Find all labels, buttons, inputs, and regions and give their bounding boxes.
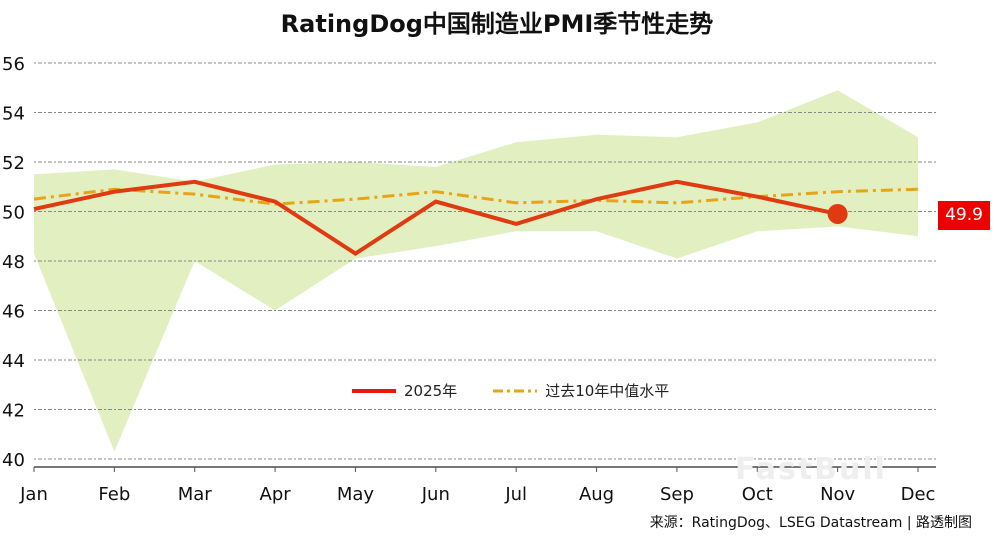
x-tick-label: Jun: [421, 484, 450, 505]
x-tick-label: Apr: [260, 484, 292, 505]
y-tick-label: 50: [2, 203, 25, 224]
y-tick-label: 40: [2, 450, 25, 471]
chart-title: RatingDog中国制造业PMI季节性走势: [280, 10, 714, 38]
legend-label: 过去10年中值水平: [545, 382, 670, 400]
latest-point-marker: [827, 203, 848, 224]
end-value-label: 49.9: [938, 201, 990, 230]
median-line: [33, 187, 919, 206]
legend: 2025年 过去10年中值水平: [352, 380, 705, 401]
y-tick-label: 48: [2, 252, 25, 273]
x-tick-label: Dec: [901, 484, 936, 505]
x-tick-label: Jan: [19, 484, 48, 505]
x-tick-label: May: [337, 484, 375, 505]
x-tick-label: Sep: [660, 484, 694, 505]
range-band: [34, 90, 918, 452]
y-tick-label: 52: [2, 153, 25, 174]
x-tick-label: Oct: [742, 484, 773, 505]
x-tick-label: Aug: [579, 484, 614, 505]
line-2025: [33, 179, 839, 256]
x-tick-label: Feb: [98, 484, 130, 505]
y-tick-label: 54: [2, 104, 25, 125]
legend-dashdot-line-icon: [493, 389, 538, 392]
y-tick-label: 56: [2, 54, 25, 75]
watermark: FastBull: [735, 452, 887, 487]
y-tick-label: 42: [2, 401, 25, 422]
source-note: 来源：RatingDog、LSEG Datastream | 路透制图: [649, 515, 972, 531]
x-tick-label: Nov: [820, 484, 855, 505]
legend-label: 2025年: [404, 382, 458, 400]
x-tick-label: Mar: [178, 484, 213, 505]
legend-solid-line-icon: [352, 388, 396, 393]
legend-item-2025: 2025年: [352, 380, 457, 401]
legend-item-median: 过去10年中值水平: [493, 380, 669, 401]
y-tick-label: 44: [2, 351, 25, 372]
y-tick-label: 46: [2, 302, 25, 323]
x-tick-label: Jul: [504, 484, 527, 505]
